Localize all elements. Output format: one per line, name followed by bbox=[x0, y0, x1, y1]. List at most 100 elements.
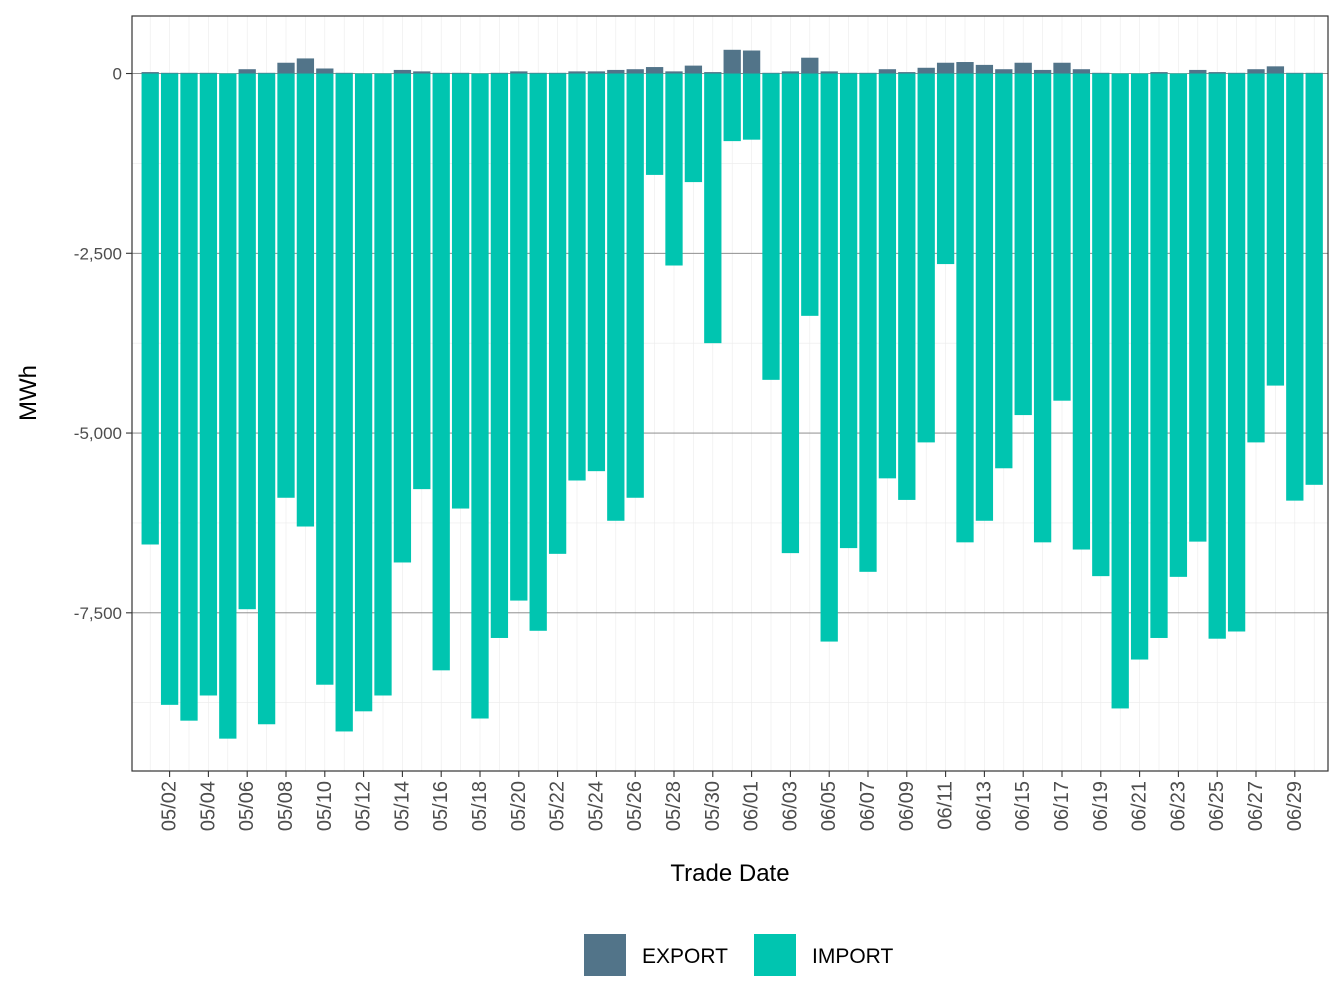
bar-export-05-19 bbox=[490, 72, 509, 74]
bar-export-05-24 bbox=[587, 71, 606, 74]
bar-import-05-21 bbox=[529, 73, 547, 631]
x-tick-label: 05/20 bbox=[508, 781, 530, 831]
bar-export-06-01 bbox=[742, 50, 761, 74]
bar-export-05-16 bbox=[432, 72, 450, 74]
bar-import-05-08 bbox=[277, 73, 295, 498]
bar-export-05-15 bbox=[413, 71, 431, 74]
bar-import-05-04 bbox=[199, 73, 218, 696]
bar-import-06-09 bbox=[898, 73, 916, 500]
y-axis-title: MWh bbox=[15, 365, 42, 421]
bar-import-05-02 bbox=[160, 73, 179, 705]
bar-import-06-18 bbox=[1072, 73, 1091, 550]
bar-import-05-03 bbox=[180, 73, 198, 721]
x-tick-label: 05/06 bbox=[236, 781, 258, 831]
bar-import-05-16 bbox=[432, 73, 450, 671]
bar-import-05-19 bbox=[490, 73, 509, 638]
x-tick-label: 06/29 bbox=[1284, 781, 1306, 831]
bar-import-06-10 bbox=[917, 73, 935, 443]
x-tick-label: 05/12 bbox=[353, 781, 375, 831]
bar-import-05-23 bbox=[568, 73, 586, 481]
bar-export-06-15 bbox=[1014, 62, 1032, 74]
bar-export-05-03 bbox=[180, 72, 198, 74]
bar-import-06-30 bbox=[1305, 73, 1323, 485]
y-tick-label: -2,500 bbox=[74, 244, 122, 263]
bar-export-06-29 bbox=[1286, 72, 1304, 74]
bar-export-05-28 bbox=[665, 71, 683, 74]
bar-import-05-31 bbox=[723, 73, 741, 142]
x-tick-label: 06/01 bbox=[741, 781, 763, 831]
bar-import-05-15 bbox=[413, 73, 431, 490]
bar-export-06-18 bbox=[1072, 69, 1091, 74]
x-axis-title: Trade Date bbox=[670, 860, 789, 887]
bar-export-06-19 bbox=[1092, 72, 1110, 74]
bar-export-06-02 bbox=[762, 72, 780, 74]
bar-export-06-09 bbox=[898, 72, 916, 74]
x-tick-label: 05/02 bbox=[159, 781, 181, 831]
bar-import-06-03 bbox=[781, 73, 800, 554]
bar-import-06-26 bbox=[1227, 73, 1246, 632]
bar-export-06-17 bbox=[1053, 62, 1071, 74]
bar-import-05-27 bbox=[645, 73, 664, 175]
bar-export-06-06 bbox=[839, 72, 858, 74]
bar-export-06-10 bbox=[917, 67, 935, 74]
bar-export-06-28 bbox=[1266, 66, 1285, 74]
bar-import-05-17 bbox=[451, 73, 470, 509]
bar-import-05-06 bbox=[238, 73, 256, 610]
bar-export-06-25 bbox=[1208, 72, 1226, 74]
bar-import-06-23 bbox=[1169, 73, 1188, 577]
bar-import-06-13 bbox=[975, 73, 994, 521]
bar-import-05-22 bbox=[548, 73, 567, 554]
legend-import-label: IMPORT bbox=[812, 945, 893, 968]
bar-import-06-20 bbox=[1111, 73, 1129, 709]
bar-import-06-16 bbox=[1033, 73, 1052, 543]
x-tick-label: 05/08 bbox=[275, 781, 297, 831]
bar-export-05-01 bbox=[141, 72, 159, 74]
bar-export-06-14 bbox=[995, 69, 1013, 74]
x-tick-label: 06/17 bbox=[1051, 781, 1073, 831]
bar-import-06-17 bbox=[1053, 73, 1071, 401]
bar-export-06-22 bbox=[1150, 72, 1168, 74]
bar-export-06-24 bbox=[1189, 69, 1207, 74]
legend: EXPORT IMPORT bbox=[584, 934, 893, 976]
legend-export-label: EXPORT bbox=[642, 945, 728, 968]
bar-import-06-02 bbox=[762, 73, 780, 380]
bar-import-06-07 bbox=[859, 73, 877, 572]
x-tick-label: 06/23 bbox=[1167, 781, 1189, 831]
bar-import-06-28 bbox=[1266, 73, 1285, 386]
y-axis: 0 -2,500 -5,000 -7,500 bbox=[74, 65, 132, 623]
x-tick-label: 05/30 bbox=[702, 781, 724, 831]
bar-export-05-30 bbox=[704, 72, 722, 74]
x-tick-label: 06/21 bbox=[1129, 781, 1151, 831]
bar-import-05-24 bbox=[587, 73, 606, 472]
bar-import-06-01 bbox=[742, 73, 761, 140]
y-tick-label: -7,500 bbox=[74, 604, 122, 623]
bar-import-05-29 bbox=[684, 73, 703, 183]
bar-export-05-21 bbox=[529, 72, 547, 74]
x-tick-label: 05/18 bbox=[469, 781, 491, 831]
bar-import-05-09 bbox=[296, 73, 315, 527]
y-tick-label: 0 bbox=[113, 65, 122, 84]
x-tick-label: 06/11 bbox=[935, 781, 957, 830]
bar-import-05-05 bbox=[219, 73, 237, 739]
bar-export-06-16 bbox=[1033, 69, 1052, 74]
x-tick-label: 06/07 bbox=[857, 781, 879, 831]
bar-export-05-02 bbox=[160, 72, 179, 74]
bar-export-05-04 bbox=[199, 72, 218, 74]
bar-export-05-26 bbox=[626, 69, 644, 74]
x-tick-label: 05/14 bbox=[391, 781, 413, 831]
bar-import-06-05 bbox=[820, 73, 838, 642]
bar-import-06-21 bbox=[1130, 73, 1149, 660]
x-tick-label: 05/28 bbox=[663, 781, 685, 831]
x-tick-label: 06/13 bbox=[973, 781, 995, 831]
bar-import-06-22 bbox=[1150, 73, 1168, 638]
bar-import-06-19 bbox=[1092, 73, 1110, 577]
bar-export-06-08 bbox=[878, 69, 897, 74]
bar-import-06-29 bbox=[1286, 73, 1304, 501]
panel-border bbox=[131, 15, 1329, 772]
bar-export-06-12 bbox=[956, 62, 974, 74]
bar-import-05-01 bbox=[141, 73, 159, 545]
y-tick-label: -5,000 bbox=[74, 424, 122, 443]
bar-import-06-27 bbox=[1247, 73, 1265, 443]
x-axis: 05/02 05/04 05/06 05/08 05/10 05/12 05/14 05/16… bbox=[159, 771, 1306, 831]
bar-export-06-30 bbox=[1305, 72, 1323, 74]
